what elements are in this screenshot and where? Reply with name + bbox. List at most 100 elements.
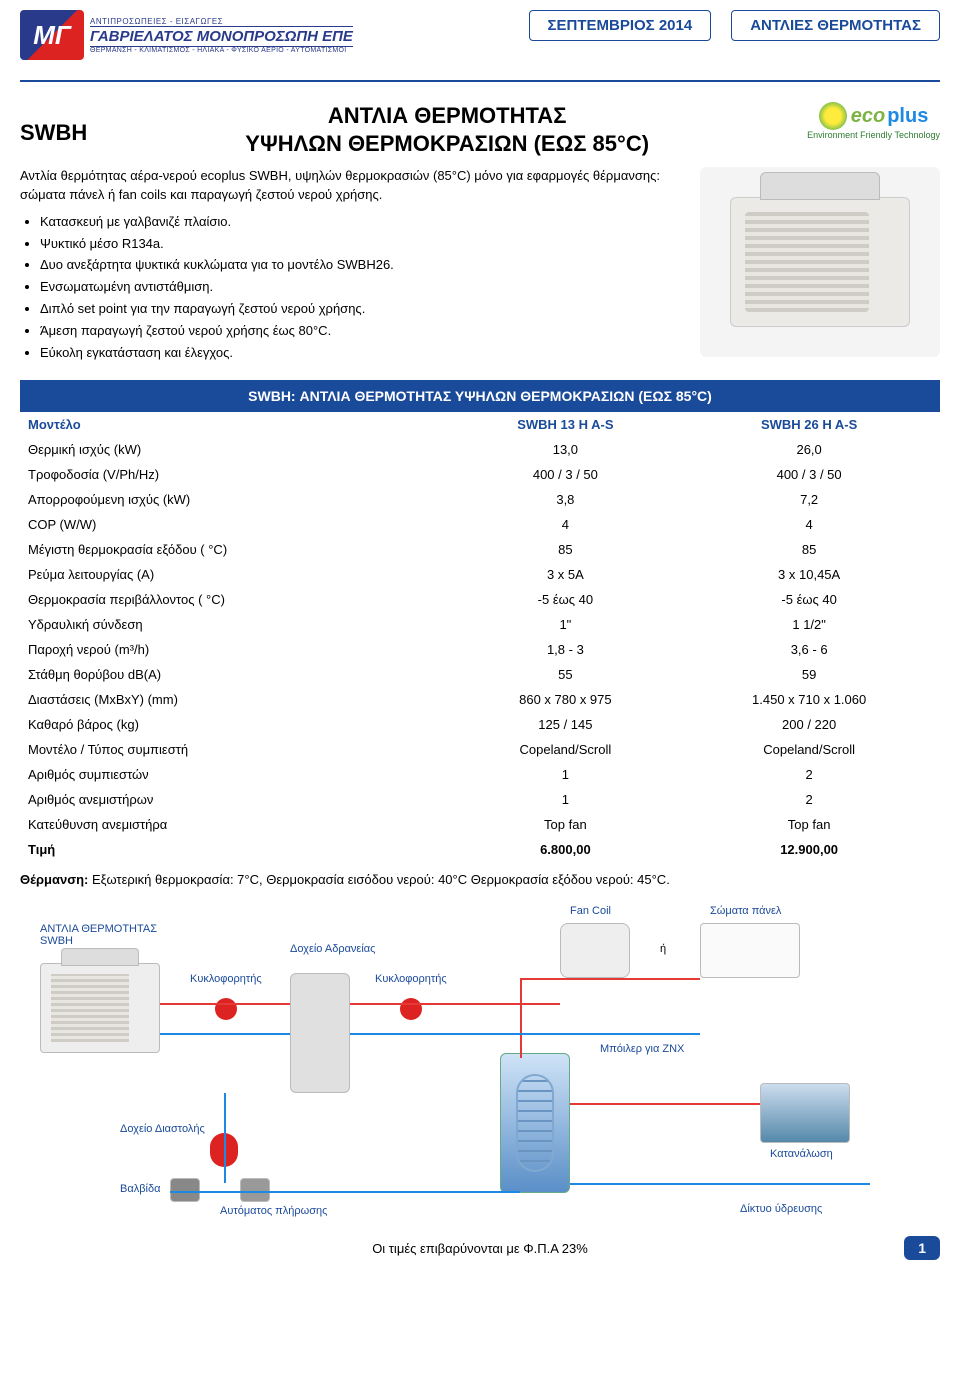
page-header: ΜΓ ΑΝΤΙΠΡΟΣΩΠΕΙΕΣ - ΕΙΣΑΓΩΓΕΣ ΓΑΒΡΙΕΛΑΤΟ…: [20, 10, 940, 60]
water-network-label: Δίκτυο ύδρευσης: [740, 1203, 822, 1215]
table-row: Αριθμός συμπιεστών12: [20, 762, 940, 787]
product-image: [700, 167, 940, 357]
heatpump-icon: [40, 963, 160, 1053]
intro-row: Αντλία θερμότητας αέρα-νερού ecoplus SWB…: [20, 167, 940, 366]
header-divider: [20, 80, 940, 82]
consumption-label: Κατανάλωση: [770, 1148, 833, 1160]
table-row: Αριθμός ανεμιστήρων12: [20, 787, 940, 812]
table-title: SWBH: ΑΝΤΛΙΑ ΘΕΡΜΟΤΗΤΑΣ ΥΨΗΛΩΝ ΘΕΡΜΟΚΡΑΣ…: [20, 380, 940, 412]
circulator-1-label: Κυκλοφορητής: [190, 973, 262, 985]
col-label: Μοντέλο: [20, 412, 453, 437]
circulator-2-icon: [400, 998, 422, 1020]
title-line-2: ΥΨΗΛΩΝ ΘΕΡΜΟΚΡΑΣΙΩΝ (ΕΩΣ 85°C): [107, 130, 787, 158]
table-row: Κατεύθυνση ανεμιστήραTop fanTop fan: [20, 812, 940, 837]
pipe-hot: [520, 978, 522, 1058]
ecoplus-badge: ecoplus Environment Friendly Technology: [807, 102, 940, 140]
page-number: 1: [904, 1236, 940, 1260]
ecoplus-tagline: Environment Friendly Technology: [807, 130, 940, 140]
pipe-hot: [570, 1103, 760, 1105]
table-row: Θερμική ισχύς (kW)13,026,0: [20, 437, 940, 462]
heatpump-fan-icon: [760, 172, 880, 200]
panel-radiator-label: Σώματα πάνελ: [710, 905, 781, 917]
company-logo: ΜΓ ΑΝΤΙΠΡΟΣΩΠΕΙΕΣ - ΕΙΣΑΓΩΓΕΣ ΓΑΒΡΙΕΛΑΤΟ…: [20, 10, 353, 60]
consumption-icon: [760, 1083, 850, 1143]
category-tab: ΑΝΤΛΙΕΣ ΘΕΡΜΟΤΗΤΑΣ: [731, 10, 940, 41]
title-line-1: ΑΝΤΛΙΑ ΘΕΡΜΟΤΗΤΑΣ: [107, 102, 787, 130]
logo-subtitle-bottom: ΘΕΡΜΑΝΣΗ - ΚΛΙΜΑΤΙΣΜΟΣ - ΗΛΙΑΚΑ - ΦΥΣΙΚΟ…: [90, 47, 353, 54]
table-row: Απορροφούμενη ισχύς (kW)3,87,2: [20, 487, 940, 512]
table-row: Τροφοδοσία (V/Ph/Hz)400 / 3 / 50400 / 3 …: [20, 462, 940, 487]
ecoplus-text-eco: eco: [851, 105, 885, 128]
table-row: Στάθμη θορύβου dB(A)5559: [20, 662, 940, 687]
autofill-label: Αυτόματος πλήρωσης: [220, 1205, 327, 1217]
note-bold: Θέρμανση:: [20, 872, 88, 887]
price-row: Τιμή6.800,0012.900,00: [20, 837, 940, 862]
bullet-item: Ενσωματωμένη αντιστάθμιση.: [40, 278, 680, 297]
system-diagram: ΑΝΤΛΙΑ ΘΕΡΜΟΤΗΤΑΣ SWBH Κυκλοφορητής Δοχε…: [20, 903, 940, 1223]
bullet-item: Εύκολη εγκατάσταση και έλεγχος.: [40, 344, 680, 363]
leaf-icon: [819, 102, 847, 130]
logo-mark: ΜΓ: [20, 10, 84, 60]
model-code: SWBH: [20, 102, 87, 146]
fancoil-label: Fan Coil: [570, 905, 611, 917]
spec-table: Μοντέλο SWBH 13 H A-S SWBH 26 H A-S Θερμ…: [20, 412, 940, 862]
col-model-2: SWBH 26 H A-S: [678, 412, 940, 437]
table-row: Καθαρό βάρος (kg)125 / 145200 / 220: [20, 712, 940, 737]
valve-label: Bαλβίδα: [120, 1183, 160, 1195]
table-header-row: Μοντέλο SWBH 13 H A-S SWBH 26 H A-S: [20, 412, 940, 437]
pipe-cold: [224, 1093, 226, 1183]
or-label: ή: [660, 943, 666, 955]
table-row: Παροχή νερού (m³/h)1,8 - 33,6 - 6: [20, 637, 940, 662]
page-footer: Οι τιμές επιβαρύνονται με Φ.Π.Α 23% 1: [20, 1241, 940, 1256]
date-tab: ΣΕΠΤΕΜΒΡΙΟΣ 2014: [529, 10, 712, 41]
pipe-hot: [520, 978, 700, 980]
fancoil-icon: [560, 923, 630, 978]
circulator-2-label: Κυκλοφορητής: [375, 973, 447, 985]
vat-note: Οι τιμές επιβαρύνονται με Φ.Π.Α 23%: [372, 1241, 588, 1256]
pipe-hot: [160, 1003, 290, 1005]
ecoplus-logo: ecoplus: [807, 102, 940, 130]
logo-subtitle-top: ΑΝΤΙΠΡΟΣΩΠΕΙΕΣ - ΕΙΣΑΓΩΓΕΣ: [90, 17, 353, 26]
heatpump-body-icon: [730, 197, 910, 327]
table-row: Μέγιστη θερμοκρασία εξόδου ( °C)8585: [20, 537, 940, 562]
bullet-item: Ψυκτικό μέσο R134a.: [40, 235, 680, 254]
valve-icon: [170, 1178, 200, 1202]
inertia-tank-label: Δοχείο Αδρανείας: [290, 943, 375, 955]
heatpump-label: ΑΝΤΛΙΑ ΘΕΡΜΟΤΗΤΑΣ SWBH: [40, 923, 160, 947]
inertia-tank-icon: [290, 973, 350, 1093]
table-row: COP (W/W)44: [20, 512, 940, 537]
pipe-cold: [570, 1183, 870, 1185]
logo-text-block: ΑΝΤΙΠΡΟΣΩΠΕΙΕΣ - ΕΙΣΑΓΩΓΕΣ ΓΑΒΡΙΕΛΑΤΟΣ Μ…: [90, 17, 353, 54]
panel-radiator-icon: [700, 923, 800, 978]
table-row: Διαστάσεις (ΜxΒxΥ) (mm)860 x 780 x 9751.…: [20, 687, 940, 712]
table-row: Θερμοκρασία περιβάλλοντος ( °C)-5 έως 40…: [20, 587, 940, 612]
table-row: Ρεύμα λειτουργίας (A)3 x 5A3 x 10,45A: [20, 562, 940, 587]
table-row: Υδραυλική σύνδεση1"1 1/2": [20, 612, 940, 637]
boiler-tank-icon: [500, 1053, 570, 1193]
pipe-cold: [500, 1033, 700, 1035]
logo-company-name: ΓΑΒΡΙΕΛΑΤΟΣ ΜΟΝΟΠΡΟΣΩΠΗ ΕΠΕ: [90, 26, 353, 47]
bullet-item: Άμεση παραγωγή ζεστού νερού χρήσης έως 8…: [40, 322, 680, 341]
section-head: SWBH ΑΝΤΛΙΑ ΘΕΡΜΟΤΗΤΑΣ ΥΨΗΛΩΝ ΘΕΡΜΟΚΡΑΣΙ…: [20, 102, 940, 157]
intro-paragraph: Αντλία θερμότητας αέρα-νερού ecoplus SWB…: [20, 167, 680, 205]
conditions-note: Θέρμανση: Εξωτερική θερμοκρασία: 7°C, Θε…: [20, 872, 940, 887]
circulator-1-icon: [215, 998, 237, 1020]
section-title: ΑΝΤΛΙΑ ΘΕΡΜΟΤΗΤΑΣ ΥΨΗΛΩΝ ΘΕΡΜΟΚΡΑΣΙΩΝ (Ε…: [107, 102, 787, 157]
heatpump-grill-icon: [745, 212, 869, 312]
feature-list: Κατασκευή με γαλβανιζέ πλαίσιο. Ψυκτικό …: [20, 213, 680, 363]
note-text: Εξωτερική θερμοκρασία: 7°C, Θερμοκρασία …: [88, 872, 669, 887]
ecoplus-text-plus: plus: [887, 105, 928, 128]
bullet-item: Διπλό set point για την παραγωγή ζεστού …: [40, 300, 680, 319]
boiler-label: Μπόιλερ για ZNX: [600, 1043, 684, 1055]
bullet-item: Κατασκευή με γαλβανιζέ πλαίσιο.: [40, 213, 680, 232]
pipe-hot: [350, 1003, 560, 1005]
pipe-cold: [170, 1191, 520, 1193]
intro-text: Αντλία θερμότητας αέρα-νερού ecoplus SWB…: [20, 167, 680, 366]
bullet-item: Δυο ανεξάρτητα ψυκτικά κυκλώματα για το …: [40, 256, 680, 275]
pipe-cold: [350, 1033, 500, 1035]
autofill-icon: [240, 1178, 270, 1202]
expansion-vessel-label: Δοχείο Διαστολής: [120, 1123, 205, 1135]
pipe-cold: [160, 1033, 290, 1035]
col-model-1: SWBH 13 H A-S: [453, 412, 679, 437]
header-tabs: ΣΕΠΤΕΜΒΡΙΟΣ 2014 ΑΝΤΛΙΕΣ ΘΕΡΜΟΤΗΤΑΣ: [529, 10, 941, 41]
